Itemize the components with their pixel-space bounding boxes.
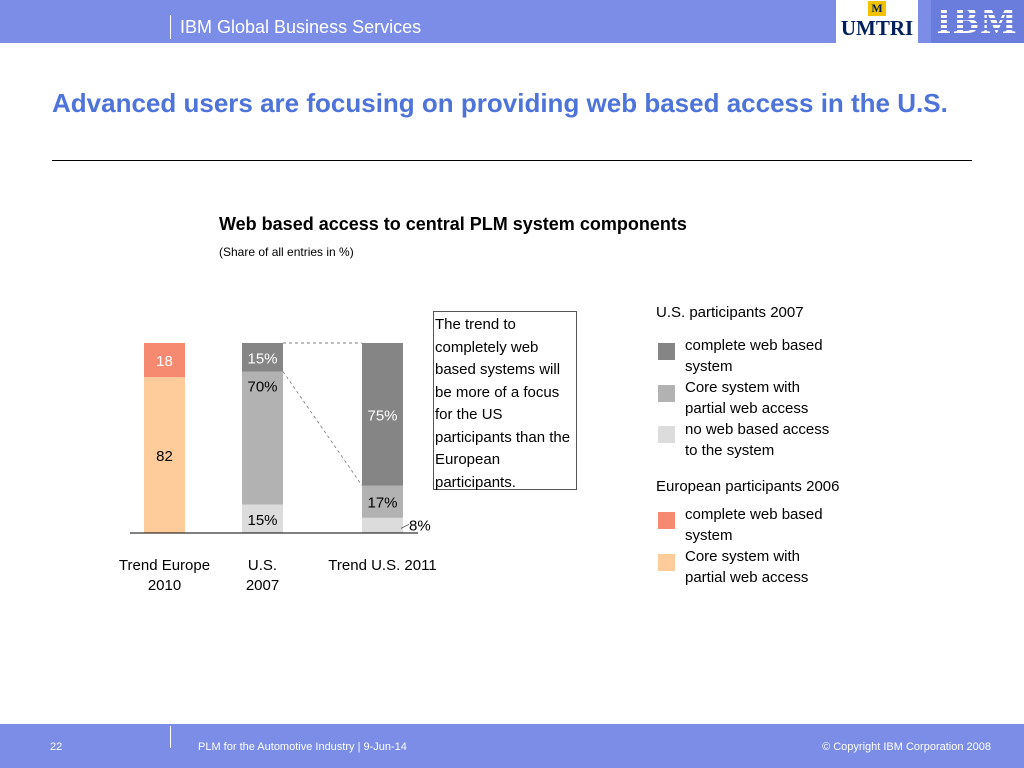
- bar-segment-1-1: [242, 371, 283, 505]
- data-label-1-2: 15%: [247, 350, 277, 367]
- category-label-1: U.S. 2007: [246, 557, 279, 594]
- header-divider: [170, 15, 171, 39]
- ibm-logo: IBM: [931, 0, 1024, 43]
- bar-segment-1-0: [242, 504, 283, 533]
- data-label-0-0: 82: [156, 448, 173, 465]
- category-label-line-1-0: U.S.: [248, 557, 277, 574]
- category-labels: Trend Europe 2010 U.S. 2007 Trend U.S. 2011: [119, 557, 437, 594]
- bars: 82 18 15% 70% 15% 8% 17% 75%: [144, 343, 431, 534]
- chart-title: Web based access to central PLM system c…: [219, 214, 687, 234]
- data-label-1-0: 15%: [247, 512, 277, 529]
- bar-segment-1-2: [242, 343, 283, 372]
- legend-swatch-us-none: [658, 426, 675, 443]
- copyright: © Copyright IBM Corporation 2008: [822, 741, 991, 753]
- category-label-line-2-0: Trend U.S. 2011: [328, 557, 436, 574]
- umtri-logo-mark: M: [868, 1, 886, 16]
- category-label-line-0-1: 2010: [148, 577, 181, 594]
- legend-label-us-partial: Core system with partial web access: [685, 379, 809, 417]
- umtri-logo-text: UMTRI: [840, 16, 914, 40]
- annotation-box: The trend to completely web based system…: [433, 311, 577, 491]
- legend-swatch-us-complete: [658, 343, 675, 360]
- brand-name: IBM Global Business Services: [180, 17, 422, 37]
- footer-divider: [170, 726, 171, 748]
- category-label-2: Trend U.S. 2011: [328, 557, 436, 574]
- legend-swatch-us-partial: [658, 385, 675, 402]
- page-number: 22: [50, 741, 63, 753]
- data-label-2-1: 17%: [367, 495, 397, 512]
- footer-bar: 22 PLM for the Automotive Industry | 9-J…: [0, 724, 1024, 768]
- annotation-text: The trend to completely web based system…: [435, 316, 571, 491]
- data-label-1-1: 70%: [247, 379, 277, 396]
- category-label-line-0-0: Trend Europe: [119, 557, 210, 574]
- data-label-leader-2-0: [400, 524, 410, 529]
- legend-title-us: U.S. participants 2007: [656, 304, 804, 321]
- footer-text: PLM for the Automotive Industry | 9-Jun-…: [198, 741, 407, 753]
- trend-connector-2: [282, 371, 363, 486]
- category-label-0: Trend Europe 2010: [119, 557, 210, 594]
- chart-subtitle: (Share of all entries in %): [219, 245, 354, 259]
- legend-swatch-eu-partial: [658, 554, 675, 571]
- data-label-2-0: 8%: [409, 517, 431, 534]
- bar-segment-2-0: [362, 517, 403, 533]
- umtri-logo: M UMTRI: [836, 0, 918, 43]
- bar-segment-2-2: [362, 343, 403, 486]
- bar-segment-0-1: [144, 343, 185, 378]
- bar-segment-0-0: [144, 377, 185, 533]
- category-label-line-1-1: 2007: [246, 577, 279, 594]
- legend-title-eu: European participants 2006: [656, 478, 840, 495]
- slide-title: Advanced users are focusing on providing…: [52, 88, 948, 118]
- title-divider: [52, 160, 972, 161]
- legend-label-eu-complete: complete web based system: [685, 506, 823, 544]
- data-label-0-1: 18: [156, 353, 173, 370]
- data-label-2-2: 75%: [367, 407, 397, 424]
- legend-label-eu-partial: Core system with partial web access: [685, 548, 809, 586]
- legend-swatch-eu-complete: [658, 512, 675, 529]
- legend-label-us-complete: complete web based system: [685, 337, 823, 375]
- legend-label-us-none: no web based access to the system: [685, 421, 830, 459]
- bar-segment-2-1: [362, 485, 403, 518]
- trend-connectors: [282, 342, 363, 486]
- ibm-logo-text: IBM: [931, 0, 1024, 43]
